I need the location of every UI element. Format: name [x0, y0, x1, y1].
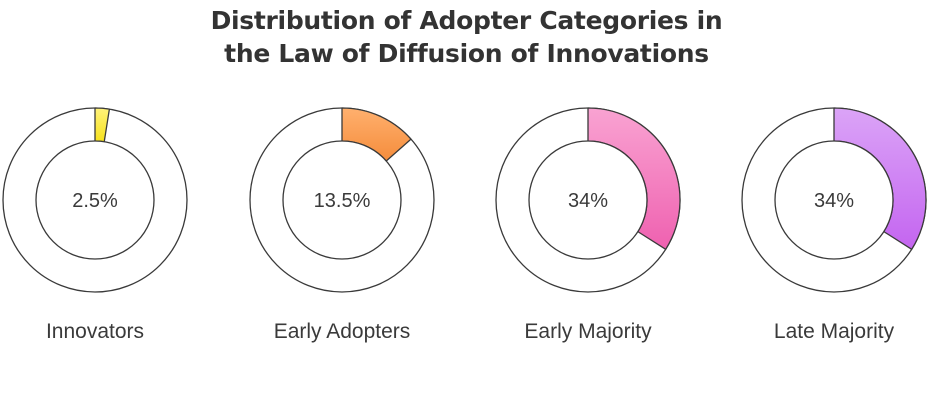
chart-title: Distribution of Adopter Categories in th… — [0, 4, 933, 70]
donut-early-adopters: 13.5% Early Adopters — [249, 107, 435, 343]
chart-title-line-1: Distribution of Adopter Categories in — [210, 6, 723, 35]
donut-innovators: 2.5% Innovators — [2, 107, 188, 343]
donut-value-late-majority: 34% — [814, 190, 854, 212]
donut-value-innovators: 2.5% — [72, 190, 118, 212]
donut-label-early-adopters: Early Adopters — [274, 320, 411, 343]
donut-track-inner — [282, 140, 402, 260]
donut-label-late-majority: Late Majority — [774, 320, 895, 343]
donut-early-majority: 34% Early Majority — [495, 107, 681, 343]
donut-track-inner — [528, 140, 648, 260]
donut-value-early-adopters: 13.5% — [314, 190, 371, 212]
donut-value-early-majority: 34% — [568, 190, 608, 212]
donut-track-inner — [774, 140, 894, 260]
donut-label-early-majority: Early Majority — [524, 320, 652, 343]
donut-late-majority: 34% Late Majority — [741, 107, 927, 343]
donut-track-inner — [35, 140, 155, 260]
chart-title-line-2: the Law of Diffusion of Innovations — [224, 39, 709, 68]
donut-label-innovators: Innovators — [46, 320, 144, 343]
